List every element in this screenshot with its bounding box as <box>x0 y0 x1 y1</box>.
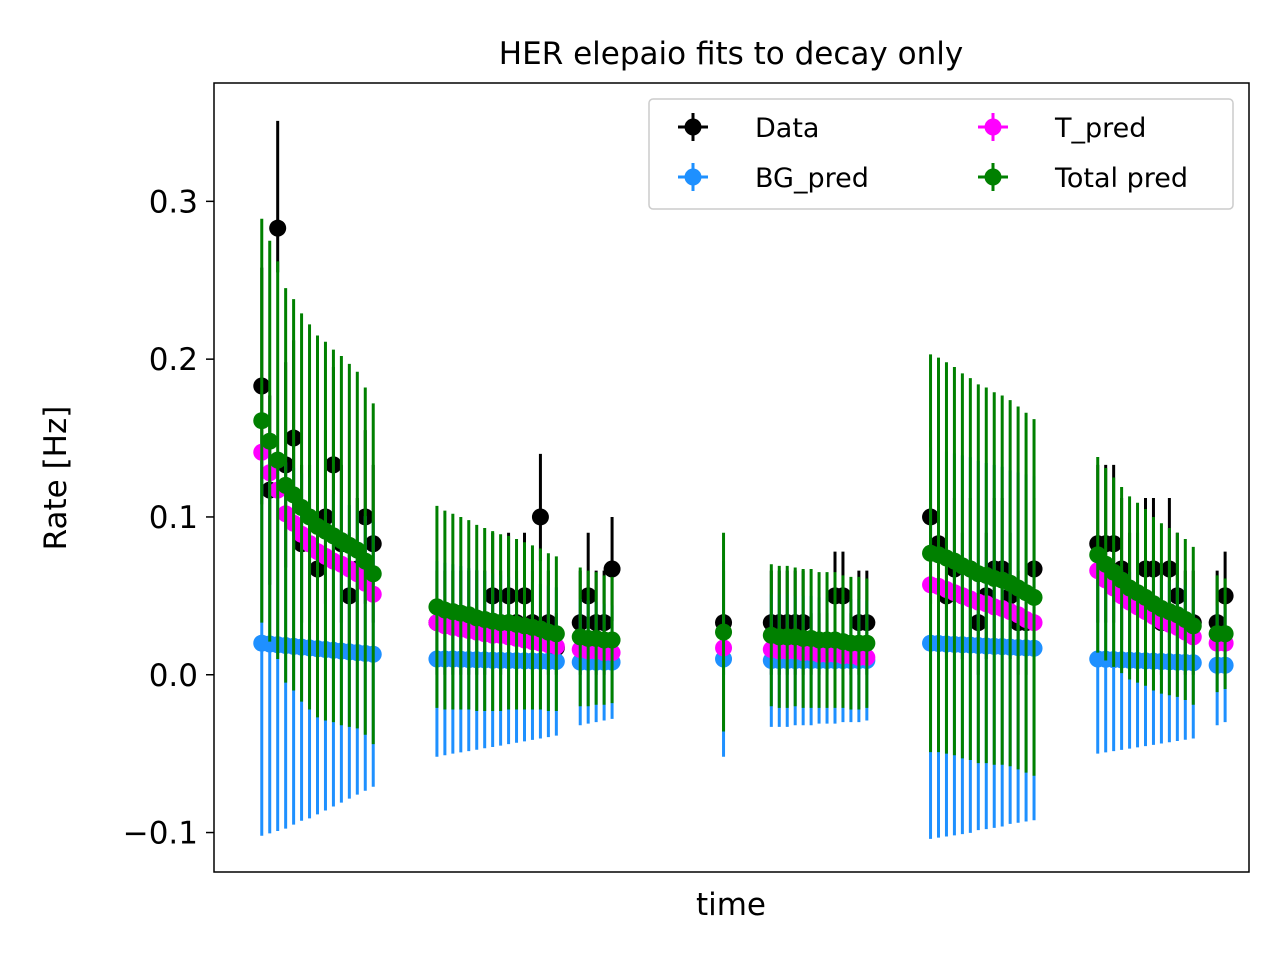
legend-label: Data <box>755 113 819 144</box>
legend-item: Total pred <box>978 163 1188 194</box>
data-point <box>253 412 271 430</box>
x-axis-label: time <box>696 887 766 923</box>
y-axis: −0.1 0.0 0.1 0.2 0.3 <box>123 184 214 852</box>
data-point <box>1184 617 1202 635</box>
y-tick-label: 0.3 <box>149 184 198 220</box>
data-point <box>547 625 565 643</box>
legend-marker <box>984 118 1002 136</box>
y-tick-label: 0.2 <box>149 342 198 378</box>
data-point <box>356 552 374 570</box>
data-point <box>603 631 621 649</box>
y-axis-label: Rate [Hz] <box>38 406 74 551</box>
data-point <box>1216 625 1234 643</box>
plot-area <box>253 120 1234 839</box>
data-point <box>858 634 876 652</box>
legend-marker <box>684 118 702 136</box>
data-point <box>531 508 549 526</box>
legend-box <box>648 98 1234 210</box>
data-point <box>603 560 621 578</box>
data-point <box>269 219 287 237</box>
data-point <box>364 565 382 583</box>
legend-item: T_pred <box>978 113 1146 144</box>
legend: Data T_pred BG_pred Total pred <box>648 98 1234 210</box>
data-point <box>269 451 287 469</box>
y-tick-label: 0.0 <box>149 658 198 694</box>
data-point <box>261 432 279 450</box>
legend-label: BG_pred <box>755 163 869 194</box>
y-tick-label: −0.1 <box>123 816 198 852</box>
legend-label: Total pred <box>1054 163 1188 194</box>
data-point <box>285 486 303 504</box>
legend-item: BG_pred <box>678 163 869 194</box>
legend-label: T_pred <box>1054 113 1146 144</box>
data-point <box>1025 588 1043 606</box>
plot-frame <box>213 82 1250 873</box>
legend-item: Data <box>678 113 819 144</box>
series-total-pred <box>253 218 1234 776</box>
legend-marker <box>984 168 1002 186</box>
data-point <box>715 623 733 641</box>
legend-marker <box>684 168 702 186</box>
chart-title: HER elepaio fits to decay only <box>499 36 963 72</box>
y-tick-label: 0.1 <box>149 500 198 536</box>
